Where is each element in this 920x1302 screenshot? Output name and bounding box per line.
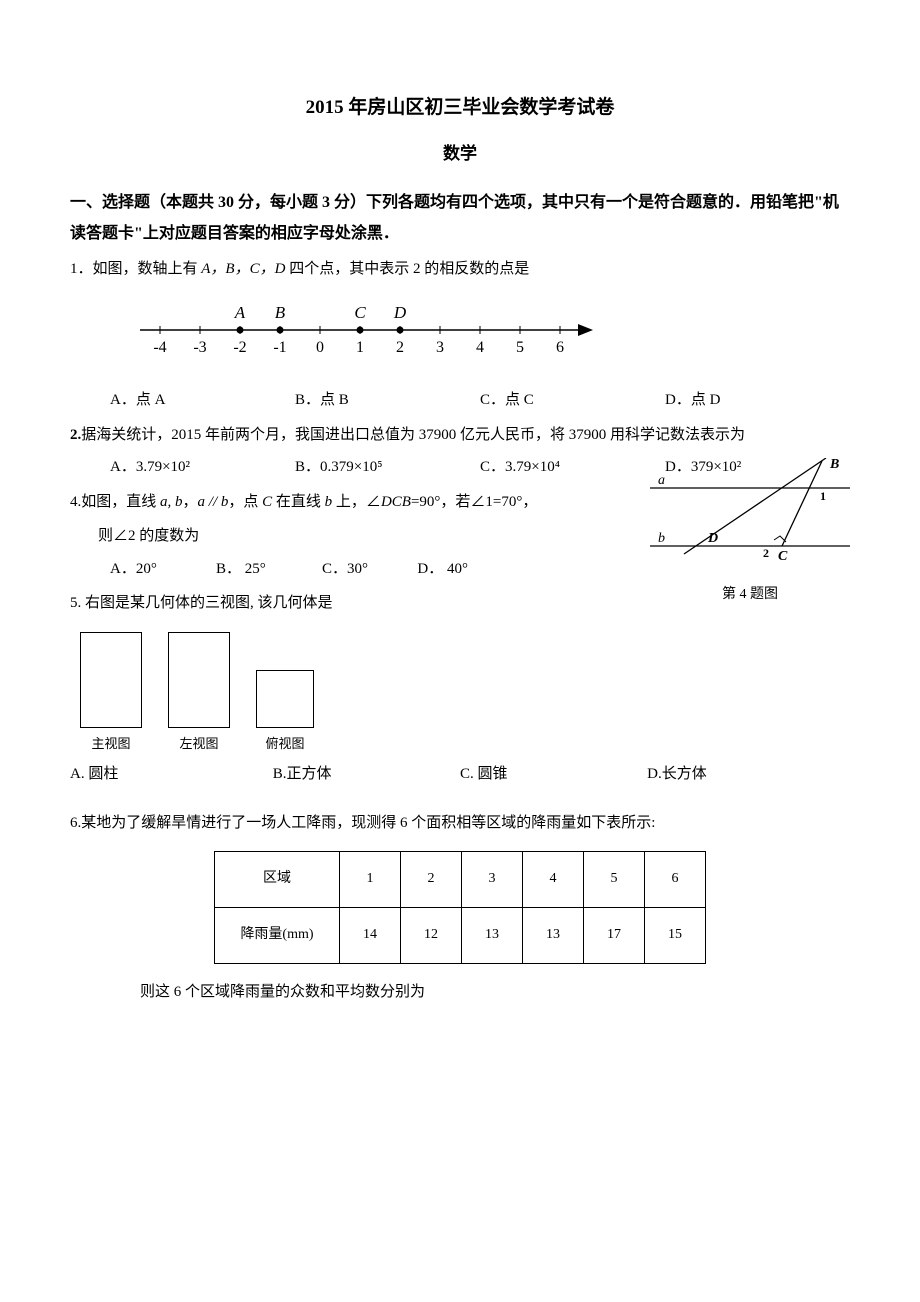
q6-r2c6: 15: [645, 907, 706, 963]
q6-r2c3: 13: [462, 907, 523, 963]
q4-s1: 4.如图，直线: [70, 494, 160, 510]
q5-opt-a: A. 圆柱: [70, 760, 273, 789]
q6-row2-head: 降雨量(mm): [215, 907, 340, 963]
svg-text:-4: -4: [153, 339, 166, 356]
q6-r1c2: 2: [401, 852, 462, 908]
q6-row-region: 区域 1 2 3 4 5 6: [215, 852, 706, 908]
q6-r1c5: 5: [584, 852, 645, 908]
q6-r2c1: 14: [340, 907, 401, 963]
q4-dcb: DCB: [381, 494, 411, 510]
svg-text:5: 5: [516, 339, 524, 356]
q1-opt-c: C．点 C: [480, 386, 665, 415]
q4-s1f: =90°，若∠1=70°，: [411, 494, 537, 510]
q5-view-front-rect: [80, 632, 142, 728]
q4-opt-a: A．20°: [110, 555, 216, 584]
q2-num: 2.: [70, 427, 81, 443]
q6-r2c5: 17: [584, 907, 645, 963]
svg-text:-2: -2: [233, 339, 246, 356]
svg-text:1: 1: [356, 339, 364, 356]
q2-opt-a: A．3.79×10²: [110, 453, 295, 482]
q4-figure: a b B D C 1 2 第 4 题图: [650, 458, 850, 609]
q2-text: 据海关统计，2015 年前两个月，我国进出口总值为 37900 亿元人民币，将 …: [81, 427, 745, 443]
q6-r1c4: 4: [523, 852, 584, 908]
q2-opt-c: C．3.79×10⁴: [480, 453, 665, 482]
q1-stem-a: 1．如图，数轴上有: [70, 261, 201, 277]
svg-text:B: B: [275, 303, 286, 322]
svg-text:0: 0: [316, 339, 324, 356]
q4-opt-d: D． 40°: [417, 555, 523, 584]
q4-label-b: b: [658, 531, 665, 546]
q4-opt-b: B． 25°: [216, 555, 322, 584]
q6-r1c1: 1: [340, 852, 401, 908]
q5-view-left: 左视图: [168, 632, 230, 757]
q5-views: 主视图 左视图 俯视图: [70, 622, 850, 761]
q5-options: A. 圆柱 B.正方体 C. 圆锥 D.长方体: [70, 760, 850, 789]
svg-text:6: 6: [556, 339, 564, 356]
q5-view-left-label: 左视图: [168, 732, 230, 757]
q5-view-left-rect: [168, 632, 230, 728]
q4-opt-c: C．30°: [322, 555, 417, 584]
q5-view-top: 俯视图: [256, 670, 314, 757]
svg-text:-1: -1: [273, 339, 286, 356]
q4-apb: a // b: [198, 494, 229, 510]
svg-text:4: 4: [476, 339, 484, 356]
q5-opt-d: D.长方体: [647, 760, 850, 789]
q1-opt-d: D．点 D: [665, 386, 850, 415]
title-main: 2015 年房山区初三毕业会数学考试卷: [70, 90, 850, 126]
svg-text:2: 2: [396, 339, 404, 356]
section-1-heading: 一、选择题（本题共 30 分，每小题 3 分）下列各题均有四个选项，其中只有一个…: [70, 188, 850, 249]
q5-view-front: 主视图: [80, 632, 142, 757]
q6-row-rain: 降雨量(mm) 14 12 13 13 17 15: [215, 907, 706, 963]
q5-opt-b: B.正方体: [273, 760, 460, 789]
q2-opt-b: B．0.379×10⁵: [295, 453, 480, 482]
q5-view-top-label: 俯视图: [256, 732, 314, 757]
q6-row1-head: 区域: [215, 852, 340, 908]
q5-view-front-label: 主视图: [80, 732, 142, 757]
q1-numberline: -4 -3 -2 -1 0 1 2 3 4 5 6 A B C D: [70, 288, 850, 387]
q1-stem: 1．如图，数轴上有 A，B，C，D 四个点，其中表示 2 的相反数的点是: [70, 255, 850, 284]
q1-opt-b: B．点 B: [295, 386, 480, 415]
q1-opt-a: A．点 A: [110, 386, 295, 415]
q6-r2c2: 12: [401, 907, 462, 963]
svg-text:A: A: [234, 303, 246, 322]
q4-s1c: ，点: [228, 494, 262, 510]
svg-text:-3: -3: [193, 339, 206, 356]
q4-s1e: 上，∠: [332, 494, 381, 510]
q6-r1c6: 6: [645, 852, 706, 908]
q4-label-C-pt: C: [778, 549, 788, 564]
title-sub: 数学: [70, 138, 850, 170]
svg-text:C: C: [354, 303, 366, 322]
q4-label-B-pt: B: [829, 458, 839, 472]
q4-s1d: 在直线: [272, 494, 325, 510]
q1-stem-b: 四个点，其中表示 2 的相反数的点是: [285, 261, 529, 277]
q1-points: A，B，C，D: [201, 261, 285, 277]
q6-r2c4: 13: [523, 907, 584, 963]
q4-s1b: ，: [183, 494, 198, 510]
q5-opt-c: C. 圆锥: [460, 760, 647, 789]
q4-angle-2: 2: [763, 546, 769, 560]
svg-text:D: D: [393, 303, 407, 322]
q2-stem: 2.据海关统计，2015 年前两个月，我国进出口总值为 37900 亿元人民币，…: [70, 421, 850, 450]
q6-stem: 6.某地为了缓解旱情进行了一场人工降雨，现测得 6 个面积相等区域的降雨量如下表…: [70, 809, 850, 838]
q1-options: A．点 A B．点 B C．点 C D．点 D: [70, 386, 850, 415]
q5-view-top-rect: [256, 670, 314, 728]
q4-ab: a, b: [160, 494, 183, 510]
q4-caption: 第 4 题图: [650, 582, 850, 609]
q6-table: 区域 1 2 3 4 5 6 降雨量(mm) 14 12 13 13 17 15: [214, 851, 706, 963]
q4-angle-1: 1: [820, 489, 826, 503]
q4-label-a: a: [658, 473, 665, 488]
q4-c: C: [262, 494, 272, 510]
q4-label-D-pt: D: [707, 531, 718, 546]
svg-text:3: 3: [436, 339, 444, 356]
q6-tail: 则这 6 个区域降雨量的众数和平均数分别为: [70, 978, 850, 1007]
q6-r1c3: 3: [462, 852, 523, 908]
